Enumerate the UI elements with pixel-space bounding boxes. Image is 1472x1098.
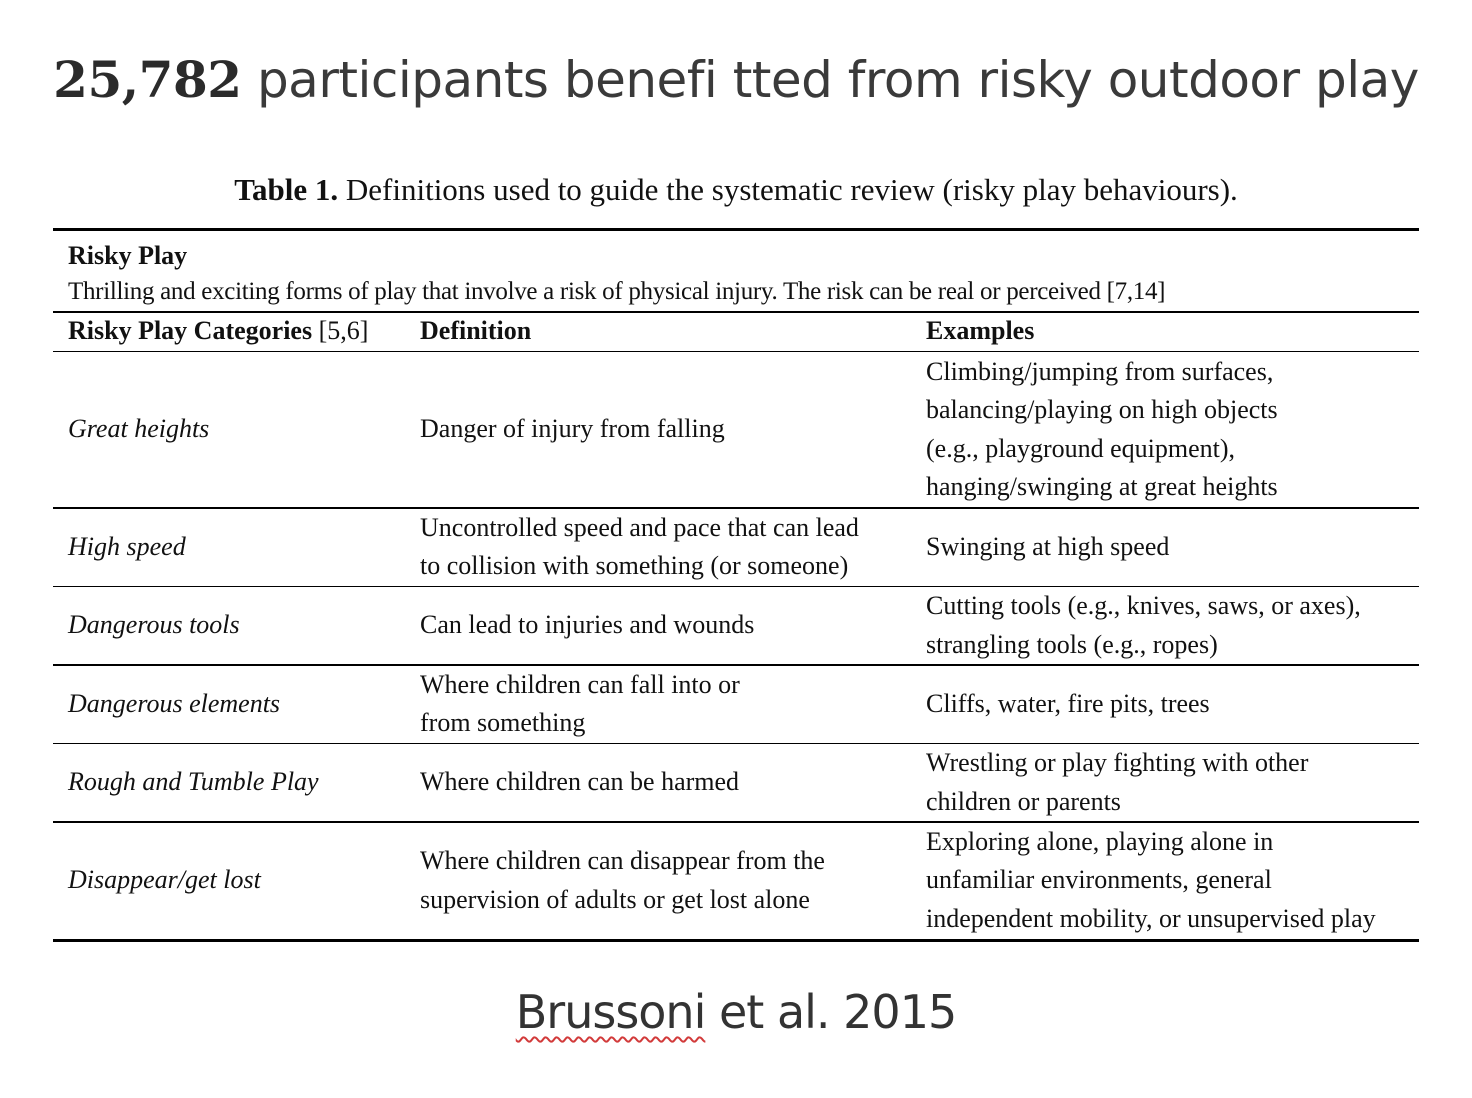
table-rule xyxy=(53,585,1419,587)
table-row: Disappear/get lost Where children can di… xyxy=(53,823,1419,939)
row-category: Dangerous elements xyxy=(68,688,281,718)
row-definition: Where children can be harmed xyxy=(420,767,740,797)
header-category-label: Risky Play Categories xyxy=(68,316,313,346)
table-bottom-rule xyxy=(53,938,1419,942)
participant-count: 25,782 xyxy=(53,50,242,109)
row-definition: Where children can fall into or from som… xyxy=(420,669,740,738)
table-caption: Table 1. Definitions used to guide the s… xyxy=(0,172,1472,208)
table-header-row: Risky Play Categories [5,6] Definition E… xyxy=(53,313,1419,351)
row-category: Dangerous tools xyxy=(68,610,240,640)
table-top-rule xyxy=(53,228,1419,231)
row-category: Disappear/get lost xyxy=(68,865,261,895)
header-category-ref: [5,6] xyxy=(318,316,369,346)
table-caption-text: Definitions used to guide the systematic… xyxy=(345,172,1238,207)
row-examples: Climbing/jumping from surfaces, balancin… xyxy=(926,356,1278,502)
row-category: Rough and Tumble Play xyxy=(68,767,319,797)
citation-rest: et al. 2015 xyxy=(705,985,957,1039)
table-rule xyxy=(53,664,1419,666)
table-row: Rough and Tumble Play Where children can… xyxy=(53,744,1419,821)
row-definition: Can lead to injuries and wounds xyxy=(420,610,755,640)
header-definition: Definition xyxy=(420,316,532,346)
row-examples: Wrestling or play fighting with other ch… xyxy=(926,748,1309,816)
row-examples: Exploring alone, playing alone in unfami… xyxy=(926,826,1376,933)
headline-text: participants benefi tted from risky outd… xyxy=(256,51,1419,109)
citation-author: Brussoni xyxy=(515,985,707,1039)
row-definition: Uncontrolled speed and pace that can lea… xyxy=(420,512,859,581)
row-examples: Cutting tools (e.g., knives, saws, or ax… xyxy=(926,591,1361,659)
row-category: High speed xyxy=(68,531,186,561)
risky-play-description: Thrilling and exciting forms of play tha… xyxy=(68,278,1166,305)
table-row: High speed Uncontrolled speed and pace t… xyxy=(53,509,1419,586)
table-rule xyxy=(53,821,1419,823)
row-definition: Where children can disappear from the su… xyxy=(420,846,825,914)
table-row: Great heights Danger of injury from fall… xyxy=(53,352,1419,507)
table-row: Dangerous elements Where children can fa… xyxy=(53,666,1419,743)
table-rule xyxy=(53,350,1419,352)
header-category: Risky Play Categories [5,6] xyxy=(53,312,420,351)
table-rule xyxy=(53,507,1419,509)
citation: Brussoni et al. 2015 xyxy=(0,985,1472,1039)
row-definition: Danger of injury from falling xyxy=(420,414,725,444)
risky-play-title: Risky Play xyxy=(68,241,188,270)
table-row: Dangerous tools Can lead to injuries and… xyxy=(53,587,1419,664)
table-caption-label: Table 1. xyxy=(234,172,339,207)
header-examples: Examples xyxy=(926,316,1035,346)
row-category: Great heights xyxy=(68,414,210,444)
row-examples: Cliffs, water, fire pits, trees xyxy=(926,688,1210,718)
table-rule xyxy=(53,742,1419,744)
risky-play-definition-block: Risky Play Thrilling and exciting forms … xyxy=(53,231,1419,311)
risky-play-table: Risky Play Thrilling and exciting forms … xyxy=(53,228,1419,942)
row-examples: Swinging at high speed xyxy=(926,531,1170,561)
table-rule xyxy=(53,311,1419,313)
slide-headline: 25,782 participants benefi tted from ris… xyxy=(0,50,1472,109)
